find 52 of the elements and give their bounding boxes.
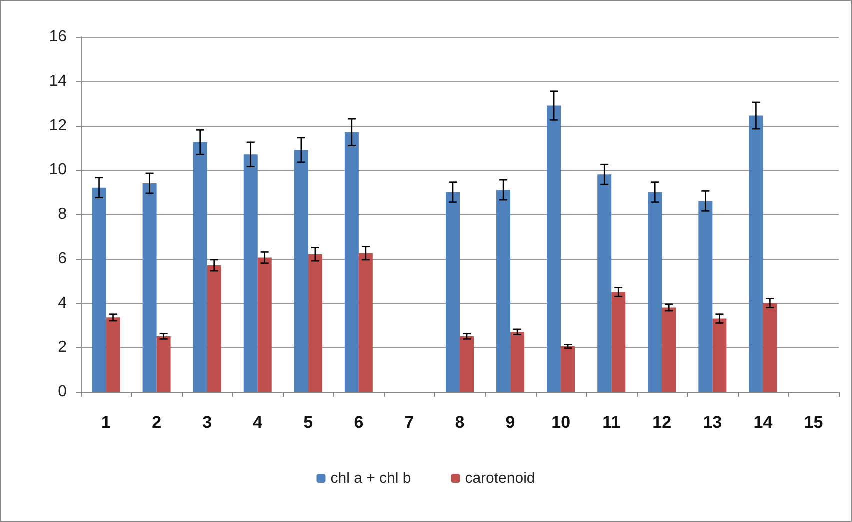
bar	[106, 318, 120, 392]
x-tick-label: 15	[804, 413, 824, 432]
bar	[244, 154, 258, 392]
legend-label: chl a + chl b	[330, 470, 412, 487]
bar	[446, 192, 460, 392]
bar	[648, 192, 662, 392]
bar	[496, 190, 511, 392]
bar	[358, 253, 373, 392]
y-tick-label: 2	[58, 339, 68, 356]
x-tick-label: 10	[552, 413, 571, 432]
x-tick-label: 5	[304, 413, 314, 432]
y-tick-label: 14	[49, 72, 68, 90]
bar	[193, 142, 208, 392]
y-tick-label: 12	[49, 117, 68, 134]
y-tick-label: 16	[49, 28, 68, 46]
bar	[662, 308, 676, 392]
bar	[698, 201, 713, 392]
x-tick-label: 6	[354, 413, 364, 432]
x-tick-label: 4	[253, 413, 264, 432]
x-tick-label: 1	[102, 413, 111, 432]
bar	[460, 336, 474, 392]
bar	[308, 254, 322, 392]
x-tick-label: 13	[703, 413, 722, 432]
bar	[612, 292, 626, 392]
y-tick-label: 6	[58, 250, 68, 268]
x-tick-label: 9	[506, 413, 516, 432]
bar	[258, 258, 272, 392]
bar	[749, 116, 764, 392]
y-tick-label: 0	[58, 384, 68, 400]
bar	[92, 188, 106, 392]
bar	[561, 346, 576, 392]
x-tick-label: 2	[152, 413, 162, 432]
bar	[712, 318, 727, 392]
bar	[207, 266, 222, 392]
bar	[156, 336, 171, 392]
bar	[763, 303, 778, 392]
x-tick-label: 7	[404, 413, 414, 432]
bar	[142, 183, 157, 392]
x-tick-label: 14	[754, 413, 774, 432]
x-tick-label: 11	[602, 413, 621, 432]
bar	[294, 150, 308, 392]
bar	[598, 174, 612, 392]
bar	[547, 106, 562, 392]
legend-label: carotenoid	[465, 470, 536, 487]
x-tick-label: 3	[202, 413, 212, 432]
y-tick-label: 4	[58, 294, 68, 312]
x-tick-label: 12	[652, 413, 672, 432]
y-tick-label: 10	[49, 162, 68, 179]
x-tick-label: 8	[455, 413, 465, 432]
y-tick-label: 8	[58, 206, 68, 223]
bar	[344, 132, 359, 392]
bar	[510, 332, 525, 392]
